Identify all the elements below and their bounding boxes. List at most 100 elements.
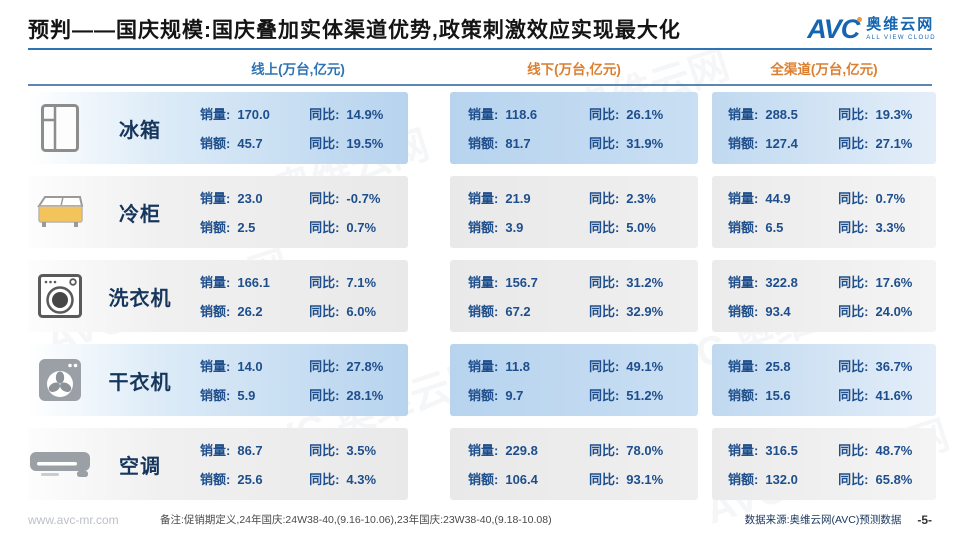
online-value: 销额: 45.7 bbox=[200, 133, 309, 152]
yoy-label: 同比: bbox=[838, 191, 869, 206]
online-value-yoy: 同比: 19.5% bbox=[309, 133, 402, 152]
yoy-value: 78.0% bbox=[626, 443, 664, 458]
online-volume-yoy: 同比: 3.5% bbox=[309, 440, 402, 459]
offline-volume-yoy: 同比: 31.2% bbox=[589, 272, 692, 291]
yoy-label: 同比: bbox=[838, 304, 869, 319]
fridge-icon bbox=[28, 104, 92, 152]
all-value: 销额: 93.4 bbox=[728, 301, 838, 320]
yoy-label: 同比: bbox=[588, 472, 620, 487]
footer: www.avc-mr.com 备注:促销期定义,24年国庆:24W38-40,(… bbox=[28, 512, 932, 527]
volume-value: 288.5 bbox=[765, 107, 798, 122]
yoy-label: 同比: bbox=[309, 220, 340, 235]
yoy-value: 32.9% bbox=[626, 304, 664, 319]
logo-dot-icon bbox=[857, 16, 863, 22]
volume-value: 23.0 bbox=[237, 191, 263, 206]
yoy-value: 17.6% bbox=[875, 275, 913, 290]
online-volume: 销量: 14.0 bbox=[200, 356, 309, 375]
offline-value: 销额: 67.2 bbox=[468, 301, 589, 320]
online-value-yoy: 同比: 28.1% bbox=[309, 385, 402, 404]
all-volume: 销量: 316.5 bbox=[728, 440, 838, 459]
value-label: 销额: bbox=[728, 220, 759, 235]
value-label: 销额: bbox=[728, 388, 759, 403]
yoy-label: 同比: bbox=[588, 275, 620, 290]
offline-volume-yoy: 同比: 49.1% bbox=[589, 356, 692, 375]
offline-value-yoy: 同比: 93.1% bbox=[589, 469, 692, 488]
all-value-yoy: 同比: 41.6% bbox=[838, 385, 932, 404]
header: 预判——国庆规模:国庆叠加实体渠道优势,政策刺激效应实现最大化 AVC 奥维云网… bbox=[0, 0, 960, 46]
yoy-label: 同比: bbox=[838, 472, 869, 487]
value-value: 9.7 bbox=[505, 388, 524, 403]
offline-volume-yoy: 同比: 2.3% bbox=[589, 188, 692, 207]
all-value-yoy: 同比: 24.0% bbox=[838, 301, 932, 320]
offline-cell: 销量: 11.8 同比: 49.1% 销额: 9.7 同比: 51.2% bbox=[450, 344, 698, 416]
all-channel-cell: 销量: 44.9 同比: 0.7% 销额: 6.5 同比: 3.3% bbox=[712, 176, 936, 248]
volume-label: 销量: bbox=[468, 275, 499, 290]
value-label: 销额: bbox=[468, 472, 499, 487]
all-channel-data: 销量: 316.5 同比: 48.7% 销额: 132.0 同比: 65.8% bbox=[712, 440, 936, 488]
offline-value: 销额: 9.7 bbox=[468, 385, 589, 404]
table-top-divider bbox=[28, 84, 932, 86]
all-volume: 销量: 25.8 bbox=[728, 356, 838, 375]
value-value: 15.6 bbox=[765, 388, 791, 403]
column-header-all-channel: 全渠道(万台,亿元) bbox=[770, 62, 878, 77]
yoy-value: 51.2% bbox=[626, 388, 664, 403]
volume-label: 销量: bbox=[728, 359, 759, 374]
all-value: 销额: 132.0 bbox=[728, 469, 838, 488]
washing-machine-icon bbox=[28, 274, 92, 318]
category-online-cell: 空调 销量: 86.7 同比: 3.5% 销额: 25.6 同比: 4.3% bbox=[28, 428, 408, 500]
logo-tagline: ALL VIEW CLOUD bbox=[866, 35, 936, 41]
column-header-online: 线上(万台,亿元) bbox=[251, 62, 345, 77]
table-row-dryer: 干衣机 销量: 14.0 同比: 27.8% 销额: 5.9 同比: 28.1% 销量:… bbox=[28, 344, 960, 416]
value-value: 25.6 bbox=[237, 472, 263, 487]
yoy-label: 同比: bbox=[588, 107, 620, 122]
yoy-label: 同比: bbox=[309, 443, 340, 458]
online-data: 销量: 14.0 同比: 27.8% 销额: 5.9 同比: 28.1% bbox=[188, 356, 408, 404]
category-online-cell: 冰箱 销量: 170.0 同比: 14.9% 销额: 45.7 同比: 19.5% bbox=[28, 92, 408, 164]
offline-value-yoy: 同比: 31.9% bbox=[589, 133, 692, 152]
online-volume-yoy: 同比: 27.8% bbox=[309, 356, 402, 375]
offline-volume: 销量: 156.7 bbox=[468, 272, 589, 291]
all-volume-yoy: 同比: 0.7% bbox=[838, 188, 932, 207]
online-volume-yoy: 同比: 7.1% bbox=[309, 272, 402, 291]
offline-value-yoy: 同比: 51.2% bbox=[589, 385, 692, 404]
offline-value: 销额: 81.7 bbox=[468, 133, 589, 152]
volume-label: 销量: bbox=[728, 107, 759, 122]
offline-volume: 销量: 21.9 bbox=[468, 188, 589, 207]
yoy-value: -0.7% bbox=[346, 191, 381, 206]
yoy-label: 同比: bbox=[309, 191, 340, 206]
category-online-cell: 洗衣机 销量: 166.1 同比: 7.1% 销额: 26.2 同比: 6.0% bbox=[28, 260, 408, 332]
all-value-yoy: 同比: 3.3% bbox=[838, 217, 932, 236]
all-volume-yoy: 同比: 48.7% bbox=[838, 440, 932, 459]
all-channel-cell: 销量: 316.5 同比: 48.7% 销额: 132.0 同比: 65.8% bbox=[712, 428, 936, 500]
value-value: 2.5 bbox=[237, 220, 256, 235]
online-value-yoy: 同比: 6.0% bbox=[309, 301, 402, 320]
online-volume: 销量: 166.1 bbox=[200, 272, 309, 291]
volume-label: 销量: bbox=[468, 443, 499, 458]
avc-logo-mark: AVC bbox=[807, 15, 863, 43]
offline-volume: 销量: 229.8 bbox=[468, 440, 589, 459]
offline-data: 销量: 21.9 同比: 2.3% 销额: 3.9 同比: 5.0% bbox=[450, 188, 698, 236]
value-label: 销额: bbox=[468, 136, 499, 151]
offline-value-yoy: 同比: 5.0% bbox=[589, 217, 692, 236]
yoy-value: 19.3% bbox=[875, 107, 913, 122]
offline-value: 销额: 106.4 bbox=[468, 469, 589, 488]
yoy-label: 同比: bbox=[838, 388, 869, 403]
yoy-value: 36.7% bbox=[875, 359, 913, 374]
online-volume: 销量: 170.0 bbox=[200, 104, 309, 123]
volume-label: 销量: bbox=[468, 359, 499, 374]
yoy-value: 5.0% bbox=[626, 220, 656, 235]
offline-data: 销量: 156.7 同比: 31.2% 销额: 67.2 同比: 32.9% bbox=[450, 272, 698, 320]
all-channel-data: 销量: 288.5 同比: 19.3% 销额: 127.4 同比: 27.1% bbox=[712, 104, 936, 152]
footnote: 备注:促销期定义,24年国庆:24W38-40,(9.16-10.06),23年… bbox=[160, 514, 552, 526]
value-label: 销额: bbox=[200, 388, 231, 403]
yoy-value: 93.1% bbox=[626, 472, 664, 487]
volume-value: 86.7 bbox=[237, 443, 263, 458]
yoy-value: 14.9% bbox=[346, 107, 384, 122]
volume-label: 销量: bbox=[200, 275, 231, 290]
offline-data: 销量: 229.8 同比: 78.0% 销额: 106.4 同比: 93.1% bbox=[450, 440, 698, 488]
all-volume-yoy: 同比: 36.7% bbox=[838, 356, 932, 375]
data-table: 冰箱 销量: 170.0 同比: 14.9% 销额: 45.7 同比: 19.5% 销量… bbox=[0, 92, 960, 500]
offline-data: 销量: 118.6 同比: 26.1% 销额: 81.7 同比: 31.9% bbox=[450, 104, 698, 152]
table-row-washer: 洗衣机 销量: 166.1 同比: 7.1% 销额: 26.2 同比: 6.0% 销量:… bbox=[28, 260, 960, 332]
